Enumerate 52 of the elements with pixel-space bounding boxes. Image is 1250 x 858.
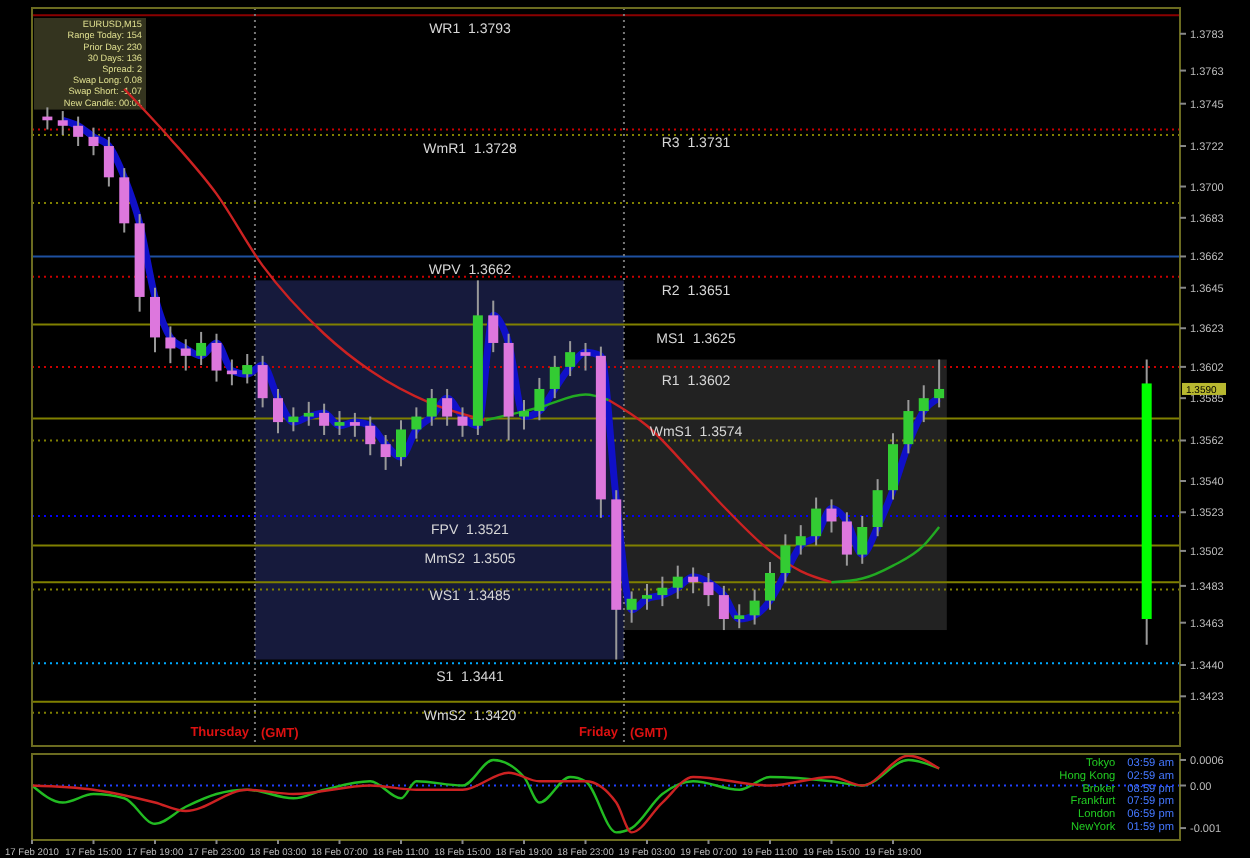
candlestick	[703, 572, 714, 608]
candlestick	[549, 354, 560, 400]
candlestick	[257, 354, 268, 409]
candlestick	[780, 533, 791, 584]
candlestick	[826, 498, 837, 534]
candlestick	[380, 433, 391, 471]
candlestick	[565, 340, 576, 378]
candlestick	[903, 399, 914, 455]
candlestick	[734, 603, 745, 630]
candlestick	[918, 384, 929, 424]
candlestick	[795, 524, 806, 556]
candlestick	[396, 419, 406, 468]
candlestick	[365, 415, 376, 457]
candlestick	[319, 402, 330, 436]
candlestick	[857, 514, 868, 565]
candlestick	[288, 406, 299, 433]
candlestick	[872, 478, 883, 538]
candlestick	[150, 286, 160, 354]
candlestick	[765, 560, 775, 611]
candlestick	[88, 126, 99, 157]
candlestick	[488, 299, 499, 354]
candlestick	[334, 410, 345, 436]
candlestick	[749, 588, 760, 626]
candlestick	[657, 575, 668, 608]
candlestick	[580, 341, 591, 372]
candlestick	[688, 566, 699, 595]
candlestick	[442, 387, 453, 427]
candlestick	[103, 135, 114, 188]
candlestick	[642, 583, 652, 611]
candlestick	[841, 511, 852, 567]
candlestick	[411, 406, 422, 440]
candlestick	[57, 110, 68, 136]
candlestick	[119, 167, 130, 234]
candlestick	[519, 399, 529, 431]
candlestick	[934, 358, 945, 409]
candlestick	[426, 387, 437, 427]
candlestick	[180, 338, 191, 372]
candlestick	[349, 411, 360, 438]
candlestick	[196, 330, 207, 367]
candlestick	[273, 387, 283, 435]
candlestick	[626, 590, 637, 624]
candlestick	[672, 564, 683, 600]
candlestick	[457, 406, 468, 438]
candlestick	[888, 432, 898, 501]
candlestick	[811, 496, 822, 547]
candlestick	[211, 332, 222, 383]
candlestick	[303, 400, 314, 427]
candlestick	[73, 115, 84, 148]
candlestick	[165, 325, 176, 365]
candlestick	[242, 353, 253, 385]
candlestick	[718, 584, 729, 632]
candlestick	[534, 376, 545, 422]
